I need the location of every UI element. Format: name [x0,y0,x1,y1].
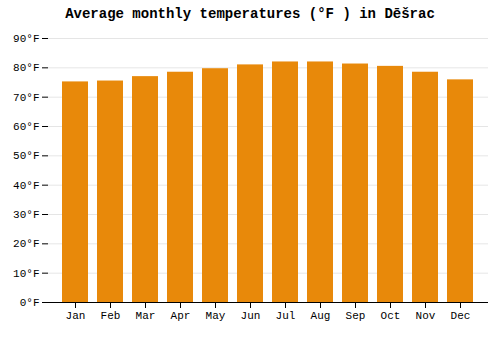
svg-text:Jun: Jun [241,310,261,322]
svg-text:0°F: 0°F [20,297,40,309]
svg-text:10°F: 10°F [13,268,39,280]
svg-text:20°F: 20°F [13,238,39,250]
svg-text:Aug: Aug [311,310,331,322]
svg-text:Dec: Dec [451,310,471,322]
svg-text:80°F: 80°F [13,62,39,74]
svg-text:Feb: Feb [101,310,121,322]
svg-text:Nov: Nov [416,310,436,322]
html-text:Average monthly temperatures (: Average monthly temperatures (°F ) in Dē… [65,6,435,22]
svg-text:Jan: Jan [66,310,86,322]
svg-text:May: May [206,310,226,322]
svg-text:60°F: 60°F [13,121,39,133]
svg-text:90°F: 90°F [13,33,39,45]
svg-text:Jul: Jul [276,310,296,322]
svg-text:Sep: Sep [346,310,366,322]
svg-text:40°F: 40°F [13,180,39,192]
svg-text:Oct: Oct [381,310,401,322]
svg-text:Apr: Apr [171,310,191,322]
svg-text:Mar: Mar [136,310,156,322]
svg-text:30°F: 30°F [13,209,39,221]
svg-text:50°F: 50°F [13,150,39,162]
svg-text:70°F: 70°F [13,92,39,104]
